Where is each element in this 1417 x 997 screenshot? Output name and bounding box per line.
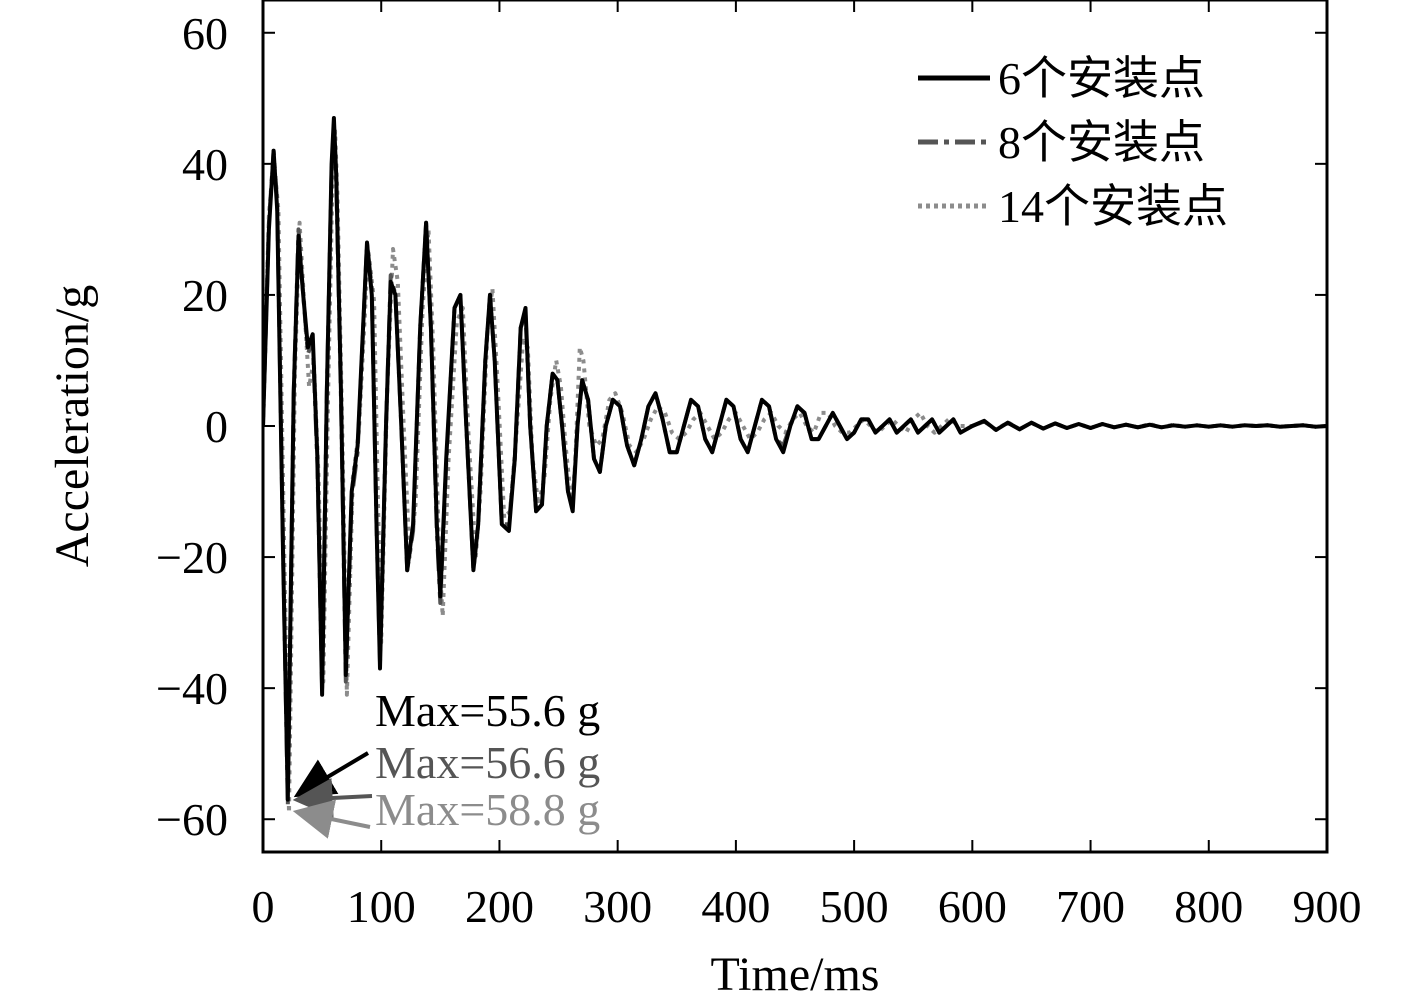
y-tick-label: −40 [156,663,228,714]
legend-label-0: 6个安装点 [998,53,1205,104]
x-tick-label: 400 [701,881,770,932]
y-tick-label: −60 [156,794,228,845]
x-tick-label: 300 [583,881,652,932]
x-tick-label: 200 [465,881,534,932]
y-tick-label: −20 [156,532,228,583]
series-line-0 [263,116,1327,802]
y-tick-label: 40 [182,139,228,190]
y-tick-label: 0 [205,401,228,452]
x-tick-label: 800 [1174,881,1243,932]
max-label-0: Max=55.6 g [375,685,600,736]
max-arrow-1 [292,777,373,818]
max-label-2: Max=58.8 g [375,784,600,835]
max-arrow-2 [292,799,371,839]
x-axis-title: Time/ms [711,948,880,997]
y-tick-label: 20 [182,270,228,321]
x-tick-label: 600 [938,881,1007,932]
legend-label-1: 8个安装点 [998,117,1205,168]
max-label-1: Max=56.6 g [375,737,600,788]
y-axis-title: Acceleration/g [46,285,99,568]
y-tick-label: 60 [182,8,228,59]
max-arrow-0 [293,751,370,798]
x-tick-label: 0 [252,881,275,932]
x-tick-label: 900 [1293,881,1362,932]
legend: 6个安装点 8个安装点 14个安装点 [918,53,1228,232]
x-tick-label: 700 [1056,881,1125,932]
x-tick-label: 100 [347,881,416,932]
x-tick-label: 500 [820,881,889,932]
legend-label-2: 14个安装点 [998,181,1228,232]
